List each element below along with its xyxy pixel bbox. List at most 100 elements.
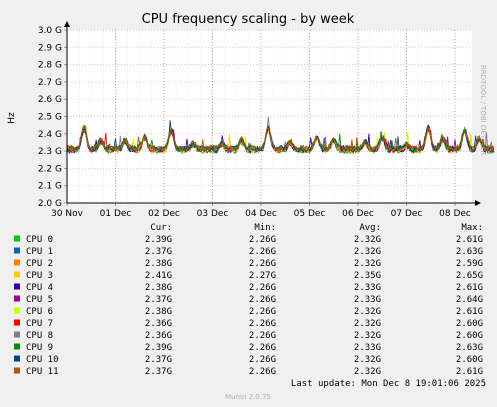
legend-value-min: 2.26G <box>249 235 276 245</box>
legend-value-max: 2.63G <box>456 247 483 257</box>
legend-value-max: 2.60G <box>456 331 483 341</box>
legend-value-min: 2.26G <box>249 307 276 317</box>
x-tick-label: 03 Dec <box>197 209 229 219</box>
legend-swatch <box>14 235 20 242</box>
legend-value-max: 2.65G <box>456 271 483 281</box>
legend-value-max: 2.60G <box>456 319 483 329</box>
legend-series-name: CPU 9 <box>26 343 53 353</box>
legend-value-min: 2.26G <box>249 355 276 365</box>
x-tick-label: 01 Dec <box>100 209 132 219</box>
legend-column-header: Cur: <box>150 223 172 233</box>
x-tick-label: 05 Dec <box>294 209 326 219</box>
legend-value-min: 2.26G <box>249 331 276 341</box>
legend-value-max: 2.61G <box>456 283 483 293</box>
legend-value-avg: 2.32G <box>354 331 381 341</box>
legend-column-header: Max: <box>461 223 483 233</box>
legend-column-header: Avg: <box>359 223 381 233</box>
legend-swatch <box>14 259 20 266</box>
legend-value-min: 2.27G <box>249 271 276 281</box>
legend-swatch <box>14 343 20 350</box>
legend-value-min: 2.26G <box>249 319 276 329</box>
legend-series-name: CPU 5 <box>26 295 53 305</box>
y-tick-label: 3.0 G <box>38 26 62 36</box>
axes: 2.0 G 2.1 G 2.2 G 2.3 G 2.4 G 2.5 G 2.6 G 2.7 G… <box>38 21 481 219</box>
legend-series-name: CPU 3 <box>26 271 53 281</box>
legend-value-avg: 2.32G <box>354 307 381 317</box>
legend-column-header: Min: <box>254 223 276 233</box>
y-tick-label: 2.3 G <box>38 147 62 157</box>
legend-value-avg: 2.32G <box>354 259 381 269</box>
legend-series-name: CPU 7 <box>26 319 53 329</box>
y-tick-label: 2.1 G <box>38 182 62 192</box>
legend-value-cur: 2.37G <box>145 295 172 305</box>
last-update: Last update: Mon Dec 8 19:01:06 2025 <box>291 379 486 389</box>
legend-swatch <box>14 319 20 326</box>
y-axis-label: Hz <box>7 112 17 124</box>
legend-value-cur: 2.38G <box>145 283 172 293</box>
x-tick-label: 06 Dec <box>342 209 374 219</box>
x-axis-arrow <box>475 200 481 206</box>
legend-value-max: 2.60G <box>456 355 483 365</box>
chart-title: CPU frequency scaling - by week <box>142 12 355 27</box>
legend-value-cur: 2.41G <box>145 271 172 281</box>
legend-value-cur: 2.37G <box>145 247 172 257</box>
x-tick-label: 04 Dec <box>245 209 277 219</box>
legend-series-name: CPU 8 <box>26 331 53 341</box>
legend-swatch <box>14 331 20 338</box>
legend-value-min: 2.26G <box>249 259 276 269</box>
legend-series-name: CPU 6 <box>26 307 53 317</box>
legend-swatch <box>14 283 20 290</box>
legend-swatch <box>14 355 20 362</box>
legend: Cur: Min: Avg: Max: CPU 0 2.39G 2.26G 2.32G 2.61… <box>14 223 483 377</box>
rrdtool-side-label: RRDTOOL / TOBI OETIKER <box>479 65 487 155</box>
y-tick-label: 2.7 G <box>38 78 62 88</box>
legend-value-avg: 2.32G <box>354 235 381 245</box>
legend-value-max: 2.61G <box>456 307 483 317</box>
legend-series-name: CPU 4 <box>26 283 53 293</box>
legend-swatch <box>14 307 20 314</box>
legend-series-name: CPU 10 <box>26 355 59 365</box>
y-tick-label: 2.8 G <box>38 61 62 71</box>
legend-value-max: 2.61G <box>456 367 483 377</box>
legend-value-avg: 2.32G <box>354 367 381 377</box>
x-tick-label: 30 Nov <box>51 209 84 219</box>
legend-series-name: CPU 0 <box>26 235 53 245</box>
plot-area <box>67 30 472 203</box>
legend-value-min: 2.26G <box>249 367 276 377</box>
munin-version: Munin 2.0.75 <box>225 393 271 401</box>
legend-value-cur: 2.37G <box>145 367 172 377</box>
legend-value-max: 2.61G <box>456 235 483 245</box>
legend-value-cur: 2.36G <box>145 319 172 329</box>
legend-value-avg: 2.33G <box>354 283 381 293</box>
legend-value-min: 2.26G <box>249 283 276 293</box>
legend-value-cur: 2.38G <box>145 307 172 317</box>
legend-value-avg: 2.32G <box>354 319 381 329</box>
legend-series-name: CPU 1 <box>26 247 53 257</box>
legend-value-min: 2.26G <box>249 247 276 257</box>
legend-value-min: 2.26G <box>249 343 276 353</box>
legend-value-cur: 2.37G <box>145 355 172 365</box>
legend-swatch <box>14 367 20 374</box>
legend-series-name: CPU 2 <box>26 259 53 269</box>
grid <box>66 29 472 204</box>
x-tick-label: 02 Dec <box>148 209 180 219</box>
series-layer <box>66 116 495 154</box>
x-tick-label: 08 Dec <box>439 209 471 219</box>
y-tick-label: 2.0 G <box>38 199 62 209</box>
legend-swatch <box>14 271 20 278</box>
series-line <box>66 120 495 152</box>
y-axis-arrow <box>64 21 70 27</box>
legend-value-cur: 2.36G <box>145 331 172 341</box>
series-line <box>66 124 495 153</box>
legend-value-avg: 2.33G <box>354 343 381 353</box>
legend-value-min: 2.26G <box>249 295 276 305</box>
legend-value-cur: 2.38G <box>145 259 172 269</box>
legend-value-max: 2.64G <box>456 295 483 305</box>
y-tick-label: 2.2 G <box>38 164 62 174</box>
legend-value-cur: 2.39G <box>145 343 172 353</box>
y-tick-label: 2.9 G <box>38 43 62 53</box>
legend-value-avg: 2.35G <box>354 271 381 281</box>
series-line <box>66 126 495 152</box>
